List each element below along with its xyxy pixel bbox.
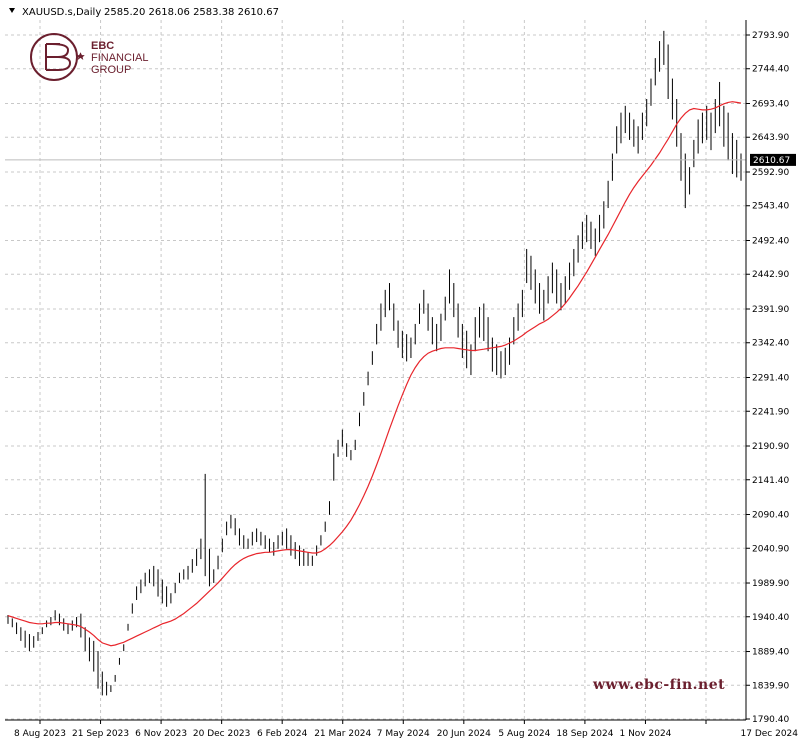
dropdown-triangle-icon[interactable] bbox=[9, 8, 15, 13]
date-tick-label: 7 May 2024 bbox=[377, 729, 430, 739]
price-tick-label: 2543.40 bbox=[752, 202, 789, 212]
moving-average-line bbox=[7, 101, 742, 647]
moving-average bbox=[7, 101, 742, 647]
price-tick-label: 1889.40 bbox=[752, 648, 789, 658]
current-price-label: 2610.67 bbox=[753, 156, 790, 166]
date-tick-label: 17 Dec 2024 bbox=[741, 729, 799, 739]
price-tick-label: 2190.90 bbox=[752, 442, 789, 452]
logo-line3: GROUP bbox=[91, 64, 131, 76]
date-tick-label: 1 Nov 2024 bbox=[619, 729, 671, 739]
plot-area bbox=[5, 20, 746, 720]
date-tick-label: 20 Dec 2023 bbox=[193, 729, 251, 739]
logo-line2: FINANCIAL bbox=[91, 52, 148, 64]
date-tick-label: 21 Sep 2023 bbox=[72, 729, 129, 739]
current-price-line: 2610.67 bbox=[5, 153, 796, 166]
date-tick-label: 21 Mar 2024 bbox=[314, 729, 371, 739]
price-tick-label: 2492.40 bbox=[752, 237, 789, 247]
date-tick-label: 6 Nov 2023 bbox=[135, 729, 187, 739]
time-axis: 8 Aug 2023 21 Sep 2023 6 Nov 2023 20 Dec 20… bbox=[14, 720, 798, 739]
price-tick-label: 2342.40 bbox=[752, 339, 789, 349]
watermark-url: www.ebc-fin.net bbox=[592, 677, 725, 693]
logo-ring-icon bbox=[30, 33, 78, 81]
price-tick-label: 1989.90 bbox=[752, 579, 789, 589]
ohlc-values: 2585.20 2618.06 2583.38 2610.67 bbox=[104, 7, 279, 18]
price-tick-label: 2643.90 bbox=[752, 133, 789, 143]
price-tick-label: 2090.40 bbox=[752, 511, 789, 521]
price-tick-label: 1940.40 bbox=[752, 613, 789, 623]
grid bbox=[5, 20, 746, 720]
price-tick-label: 1839.90 bbox=[752, 681, 789, 691]
price-tick-label: 2693.40 bbox=[752, 100, 789, 110]
price-tick-label: 2793.90 bbox=[752, 31, 789, 41]
price-tick-label: 2241.90 bbox=[752, 407, 789, 417]
logo-mark-icon bbox=[45, 43, 72, 71]
date-tick-label: 8 Aug 2023 bbox=[14, 729, 66, 739]
price-tick-label: 2040.90 bbox=[752, 544, 789, 554]
price-tick-label: 2141.40 bbox=[752, 476, 789, 486]
current-price-box bbox=[750, 153, 796, 166]
date-tick-label: 5 Aug 2024 bbox=[498, 729, 550, 739]
price-tick-label: 2592.90 bbox=[752, 168, 789, 178]
logo-line1: EBC bbox=[91, 40, 114, 52]
logo-star-icon bbox=[76, 52, 85, 60]
price-tick-label: 2291.40 bbox=[752, 374, 789, 384]
price-tick-label: 2391.90 bbox=[752, 305, 789, 315]
chart-header: XAUUSD.s,Daily 2585.20 2618.06 2583.38 2… bbox=[9, 7, 279, 18]
price-axis: 2793.90 2744.40 2693.40 2643.90 2592.90 2543.… bbox=[746, 31, 789, 725]
symbol-label: XAUUSD.s,Daily bbox=[22, 7, 101, 18]
price-tick-label: 2442.90 bbox=[752, 270, 789, 280]
price-tick-label: 1790.40 bbox=[752, 715, 789, 725]
date-tick-label: 20 Jun 2024 bbox=[437, 729, 491, 739]
price-tick-label: 2744.40 bbox=[752, 65, 789, 75]
date-tick-label: 6 Feb 2024 bbox=[257, 729, 308, 739]
ebc-logo: EBC FINANCIAL GROUP bbox=[30, 33, 148, 81]
date-tick-label: 18 Sep 2024 bbox=[556, 729, 613, 739]
